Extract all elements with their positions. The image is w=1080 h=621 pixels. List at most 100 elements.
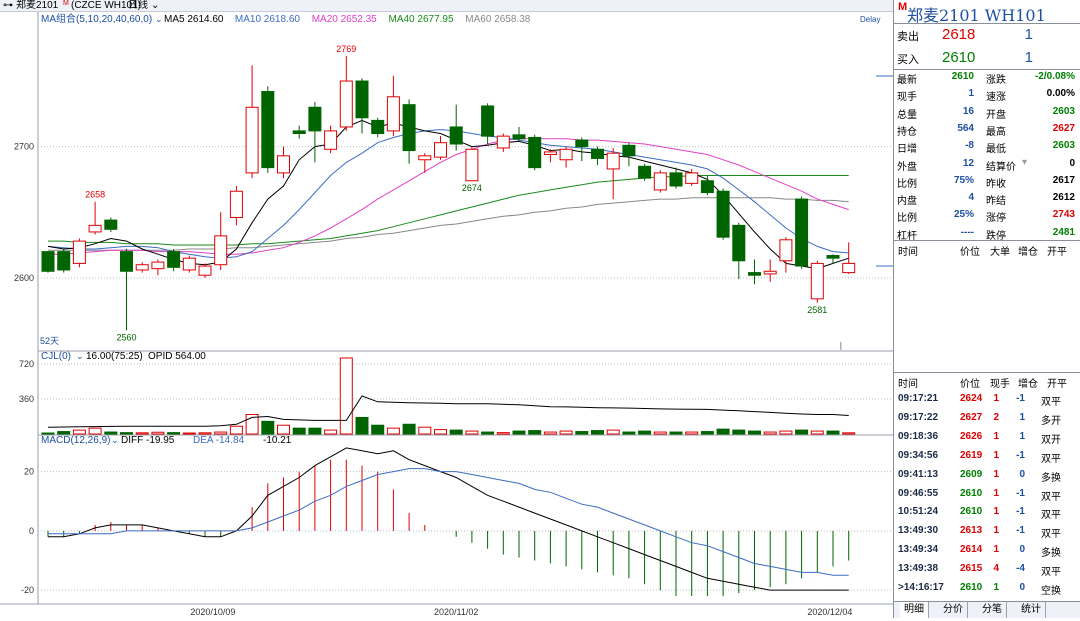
chart-area[interactable]: 2700 2600 2769 2658 2674 2560 2581 720 360 20 0… bbox=[0, 12, 893, 618]
trade-type: 双开 bbox=[1041, 434, 1061, 446]
candle-body bbox=[339, 80, 353, 128]
candle bbox=[842, 242, 856, 274]
candle-body bbox=[842, 262, 856, 274]
price-annotation: 2560 bbox=[116, 332, 136, 342]
volume-bar bbox=[748, 430, 761, 435]
macd-panel: 20 0 -20 bbox=[21, 447, 893, 597]
trade-time: 13:49:30 bbox=[898, 525, 939, 537]
trade-price: 2614 bbox=[960, 544, 983, 556]
candle-body bbox=[763, 270, 777, 275]
trade-oi-change: 1 bbox=[1019, 430, 1025, 442]
volume-bar bbox=[292, 427, 306, 435]
volume-bar bbox=[842, 432, 856, 435]
quote-label: 比例 bbox=[897, 213, 917, 225]
candle bbox=[481, 103, 495, 145]
trade-type: 双平 bbox=[1041, 491, 1061, 503]
trade-volume: 1 bbox=[993, 449, 999, 461]
candle bbox=[826, 254, 840, 264]
candle bbox=[104, 217, 118, 232]
volume-bar bbox=[732, 429, 746, 435]
date-axis: 2020/10/09 2020/11/02 2020/12/04 bbox=[190, 342, 852, 617]
trade-table-header: 时间 价位 现手 增仓 开平 bbox=[894, 373, 1080, 390]
trade-row[interactable]: 09:34:56 2619 1 -1 双平 bbox=[894, 447, 1080, 465]
column-header: 时间 bbox=[898, 379, 918, 390]
quote-value: 16 bbox=[962, 105, 974, 117]
candle-body bbox=[214, 235, 228, 266]
tab-detail[interactable]: 明细 bbox=[900, 602, 929, 618]
chevron-down-icon[interactable]: ⌄ bbox=[151, 0, 160, 11]
volume-bar bbox=[135, 432, 149, 435]
quote-label: 最新 bbox=[897, 75, 917, 86]
candle bbox=[700, 175, 714, 196]
volume-bar bbox=[214, 431, 228, 435]
quote-row: 比例 75% 昨收 2617 bbox=[894, 173, 1080, 190]
trade-time: 09:41:13 bbox=[898, 468, 939, 480]
volume-bar bbox=[669, 431, 683, 435]
candle bbox=[575, 137, 589, 162]
trade-row[interactable]: 09:17:21 2624 1 -1 双平 bbox=[894, 390, 1080, 408]
volume-bar bbox=[512, 430, 526, 435]
price-tick-label: 2700 bbox=[14, 142, 34, 152]
period-selector[interactable]: 日线 bbox=[128, 0, 148, 11]
trade-row[interactable]: 09:41:13 2609 1 0 多换 bbox=[894, 466, 1080, 484]
date-tick-label: 2020/11/02 bbox=[434, 607, 478, 617]
tab-price[interactable]: 分价 bbox=[939, 602, 968, 618]
price-annotations: 2769 2658 2674 2560 2581 bbox=[85, 44, 827, 342]
candle-body bbox=[245, 106, 259, 174]
trade-time: 13:49:34 bbox=[898, 544, 939, 556]
tab-tick[interactable]: 分笔 bbox=[978, 602, 1007, 618]
order-book-bid: 买入 2610 1 bbox=[894, 47, 1080, 69]
kline-chart[interactable]: 2700 2600 2769 2658 2674 2560 2581 720 360 20 0… bbox=[0, 12, 893, 618]
link-icon[interactable]: ⊶ bbox=[3, 0, 13, 11]
chevron-down-icon[interactable]: ▾ bbox=[1022, 156, 1028, 168]
candle bbox=[669, 167, 683, 189]
trade-row[interactable]: 13:49:34 2614 1 0 多换 bbox=[894, 541, 1080, 559]
candle-body bbox=[41, 251, 55, 272]
quote-value: 2627 bbox=[1052, 122, 1075, 134]
trade-row[interactable]: 09:46:55 2610 1 -1 双平 bbox=[894, 485, 1080, 503]
instrument-name: 郑麦2101 bbox=[16, 0, 59, 11]
trade-row[interactable]: >14:16:17 2610 1 0 空换 bbox=[894, 579, 1080, 597]
candle bbox=[182, 255, 196, 273]
candle-body bbox=[261, 91, 275, 169]
open-interest-legend-value: OPID 564.00 bbox=[148, 351, 206, 362]
trade-row[interactable]: 09:18:36 2626 1 1 双开 bbox=[894, 428, 1080, 446]
quote-label: 涨停 bbox=[986, 213, 1006, 225]
candle-body bbox=[449, 126, 463, 145]
bar-count-label: 52天 bbox=[40, 336, 59, 346]
volume-bar bbox=[72, 429, 86, 435]
tab-stats[interactable]: 统计 bbox=[1017, 602, 1046, 618]
trade-row[interactable]: 10:51:24 2610 1 -1 双平 bbox=[894, 503, 1080, 521]
quote-label: 最高 bbox=[986, 126, 1006, 138]
quote-label: 现手 bbox=[897, 92, 917, 104]
quote-value: 2603 bbox=[1052, 140, 1075, 152]
quote-panel: M 郑麦2101 WH101 卖出 2618 1 买入 2610 1 最新 2610 涨跌 -2… bbox=[893, 0, 1080, 618]
macd-legend-dropdown-icon: ⌄ bbox=[111, 435, 119, 445]
ma20-line bbox=[48, 138, 849, 255]
trade-price: 2624 bbox=[960, 393, 983, 404]
candle bbox=[261, 86, 275, 173]
candle bbox=[685, 168, 699, 186]
candle bbox=[748, 259, 761, 285]
ma-legend-title: MA组合(5,10,20,40,60,0) bbox=[41, 12, 152, 25]
candle-body bbox=[481, 105, 495, 137]
trade-price: 2626 bbox=[960, 430, 983, 442]
candle bbox=[167, 248, 181, 272]
volume-bar bbox=[826, 430, 840, 435]
quote-value: 2612 bbox=[1052, 192, 1075, 204]
candle bbox=[512, 126, 526, 142]
trade-row[interactable]: 13:49:38 2615 4 -4 双平 bbox=[894, 560, 1080, 578]
candle-body bbox=[795, 198, 809, 267]
candle bbox=[324, 125, 338, 154]
candle-body bbox=[57, 251, 71, 271]
trade-row[interactable]: 13:49:30 2613 1 -1 双平 bbox=[894, 522, 1080, 540]
candle-body bbox=[716, 190, 730, 238]
trade-row[interactable]: 09:17:22 2627 2 1 多开 bbox=[894, 409, 1080, 427]
trade-price: 2610 bbox=[960, 506, 983, 518]
trade-type: 双平 bbox=[1041, 510, 1061, 522]
trade-oi-change: 0 bbox=[1019, 468, 1025, 480]
candle-body bbox=[324, 130, 338, 150]
trade-oi-change: -1 bbox=[1016, 487, 1025, 499]
trade-time: 09:17:22 bbox=[898, 411, 939, 423]
column-header: 开平 bbox=[1047, 247, 1067, 258]
